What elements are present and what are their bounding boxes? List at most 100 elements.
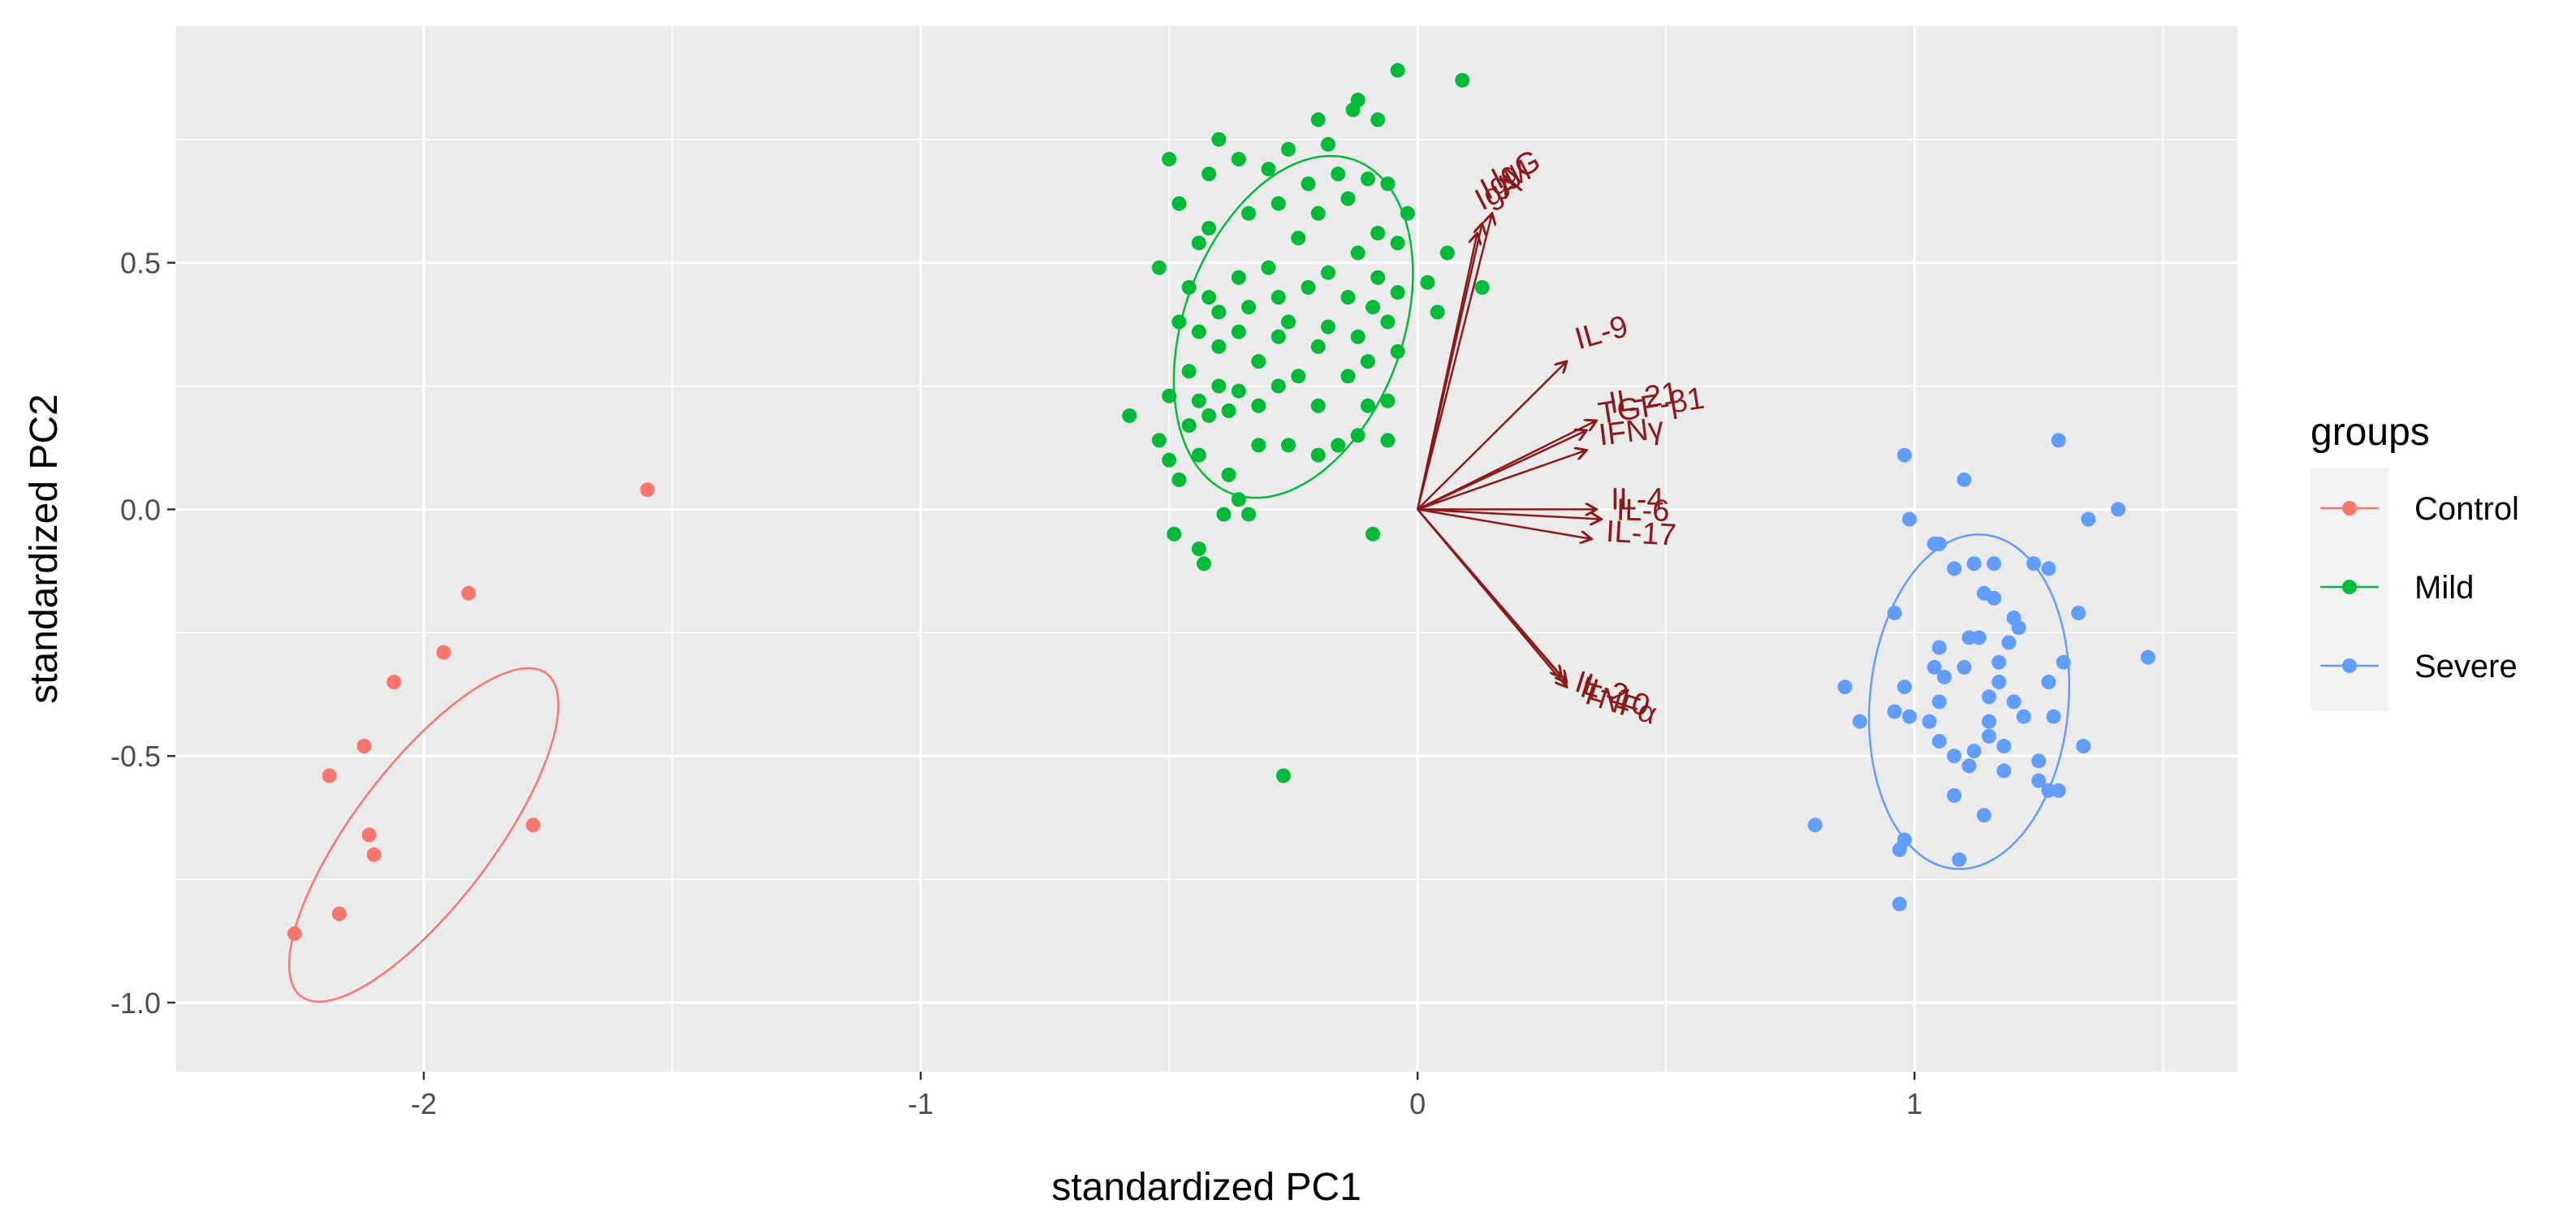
point-mild: [1171, 196, 1187, 211]
point-severe: [1957, 472, 1972, 487]
y-axis-ticks: -1.0 -0.5 0.0 0.5: [110, 247, 175, 1020]
point-mild: [1181, 418, 1197, 434]
point-severe: [2026, 556, 2042, 572]
loading-label: IL-4: [1611, 482, 1663, 516]
plot-panel: [175, 26, 2237, 1072]
point-mild: [1275, 768, 1291, 783]
point-severe: [1981, 689, 1996, 705]
point-mild: [1320, 319, 1335, 334]
point-severe: [1931, 733, 1947, 749]
point-severe: [2041, 783, 2056, 798]
point-severe: [1931, 694, 1947, 710]
point-severe: [1927, 659, 1942, 675]
point-mild: [1202, 290, 1217, 305]
point-control: [386, 675, 402, 690]
point-mild: [1251, 354, 1266, 369]
point-severe: [1957, 659, 1972, 675]
point-severe: [1966, 744, 1982, 759]
point-control: [525, 818, 541, 833]
loading-arrow: [1416, 233, 1477, 510]
point-mild: [1241, 507, 1257, 522]
point-severe: [1922, 714, 1937, 729]
point-mild: [1167, 526, 1182, 542]
point-mild: [1370, 270, 1386, 285]
point-mild: [1291, 369, 1306, 384]
point-mild: [1280, 438, 1296, 453]
legend-title: groups: [2311, 411, 2430, 454]
point-control: [640, 482, 655, 498]
point-severe: [1936, 669, 1952, 684]
legend-label-mild: Mild: [2414, 570, 2474, 606]
y-tick-label: -0.5: [110, 740, 161, 773]
point-mild: [1420, 274, 1435, 290]
point-mild: [1241, 300, 1257, 315]
point-mild: [1191, 235, 1206, 251]
point-mild: [1370, 112, 1386, 127]
point-severe: [2071, 605, 2086, 620]
point-mild: [1380, 433, 1396, 448]
point-mild: [1171, 314, 1187, 330]
point-severe: [2111, 502, 2126, 517]
point-mild: [1211, 132, 1227, 147]
point-control: [287, 926, 302, 941]
point-mild: [1380, 314, 1396, 330]
point-control: [361, 827, 377, 843]
point-control: [461, 585, 477, 601]
point-mild: [1301, 176, 1316, 192]
point-severe: [2051, 433, 2066, 448]
point-mild: [1231, 383, 1246, 399]
point-mild: [1380, 176, 1396, 192]
point-severe: [1961, 630, 1977, 645]
loading-arrow: [1417, 508, 1561, 677]
point-severe: [2140, 650, 2155, 665]
point-control: [321, 768, 337, 783]
legend-key-point: [2342, 658, 2357, 673]
point-mild: [1380, 393, 1396, 408]
point-mild: [1171, 472, 1187, 487]
point-mild: [1320, 136, 1335, 152]
point-mild: [1340, 191, 1356, 206]
point-mild: [1151, 260, 1167, 275]
point-severe: [1931, 640, 1947, 655]
point-mild: [1310, 447, 1326, 463]
point-control: [366, 847, 382, 862]
point-mild: [1474, 280, 1490, 295]
point-mild: [1231, 492, 1246, 507]
loading-arrow: [1417, 508, 1601, 519]
point-severe: [1991, 675, 2007, 690]
point-severe: [1987, 556, 2002, 572]
point-mild: [1202, 408, 1217, 423]
point-mild: [1122, 408, 1137, 423]
point-severe: [1887, 605, 1902, 620]
point-severe: [1996, 763, 2012, 779]
point-mild: [1390, 235, 1405, 251]
point-mild: [1211, 339, 1227, 354]
point-severe: [2031, 753, 2047, 769]
point-severe: [1887, 704, 1902, 719]
point-mild: [1202, 221, 1217, 236]
loading-label: IL-17: [1605, 515, 1677, 553]
point-mild: [1271, 290, 1286, 305]
point-severe: [2076, 739, 2091, 754]
point-mild: [1350, 245, 1366, 261]
point-severe: [2046, 709, 2061, 724]
point-mild: [1400, 205, 1415, 221]
point-mild: [1340, 369, 1356, 384]
point-severe: [2001, 635, 2017, 650]
point-severe: [2006, 694, 2022, 710]
point-mild: [1310, 205, 1326, 221]
loading-arrow: [1417, 450, 1586, 511]
point-mild: [1231, 324, 1246, 339]
point-mild: [1360, 398, 1375, 413]
loading-arrow: [1417, 421, 1596, 511]
point-mild: [1162, 152, 1177, 167]
point-mild: [1191, 447, 1206, 463]
point-mild: [1196, 556, 1211, 572]
ellipse-mild: [1172, 154, 1414, 499]
point-mild: [1181, 280, 1197, 295]
point-severe: [1902, 511, 1918, 527]
point-severe: [1966, 556, 1982, 572]
point-mild: [1350, 329, 1366, 344]
point-mild: [1310, 339, 1326, 354]
